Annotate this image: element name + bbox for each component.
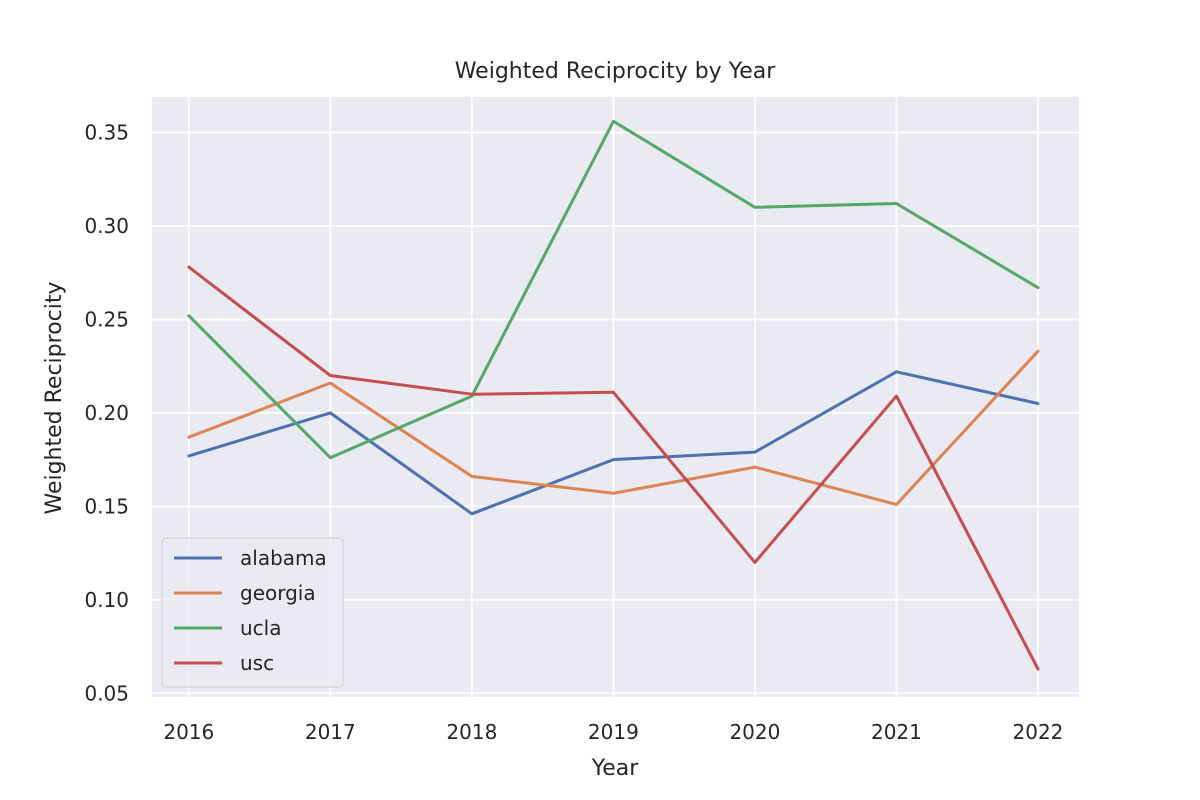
y-tick-label: 0.20 [84,401,129,425]
legend-label-usc: usc [240,651,274,675]
series-line-usc [187,265,1040,671]
y-tick-label: 0.05 [84,681,129,705]
x-tick-label: 2019 [588,720,639,744]
y-axis-label: Weighted Reciprocity [42,281,67,514]
x-axis-label: Year [591,756,640,781]
y-tick-labels: 0.05 0.10 0.15 0.20 0.25 0.30 0.35 [84,121,129,706]
series-line-ucla [187,119,1040,460]
legend-label-georgia: georgia [240,581,316,605]
series-line-georgia [187,349,1040,506]
legend-label-ucla: ucla [240,616,281,640]
series-lines [187,119,1040,671]
x-tick-label: 2022 [1013,720,1064,744]
x-tick-label: 2016 [163,720,214,744]
x-tick-label: 2017 [305,720,356,744]
x-tick-labels: 2016 2017 2018 2019 2020 2021 2022 [163,720,1063,744]
chart-title: Weighted Reciprocity by Year [455,59,777,84]
x-tick-label: 2020 [729,720,780,744]
legend-label-alabama: alabama [240,546,327,570]
legend-box [161,537,344,688]
y-tick-label: 0.25 [84,307,129,331]
legend: alabama georgia ucla usc [161,537,344,688]
x-tick-label: 2018 [446,720,497,744]
y-tick-label: 0.30 [84,214,129,238]
y-tick-label: 0.15 [84,494,129,518]
series-line-alabama [187,370,1040,516]
y-tick-label: 0.10 [84,588,129,612]
y-tick-label: 0.35 [84,121,129,145]
x-tick-label: 2021 [871,720,922,744]
